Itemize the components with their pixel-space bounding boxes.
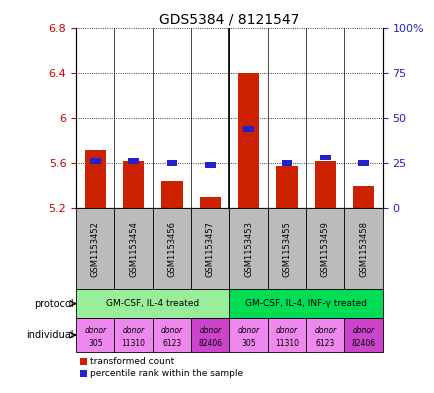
Text: donor: donor	[199, 325, 221, 334]
Text: donor: donor	[84, 325, 106, 334]
Text: 11310: 11310	[274, 339, 298, 348]
Text: 11310: 11310	[122, 339, 145, 348]
Bar	[276, 167, 297, 208]
Text: percentile rank within the sample: percentile rank within the sample	[90, 369, 243, 378]
Bar	[237, 73, 259, 208]
Text: donor: donor	[161, 325, 183, 334]
Text: GSM1153459: GSM1153459	[320, 220, 329, 277]
Text: GSM1153453: GSM1153453	[243, 220, 253, 277]
Text: 6123: 6123	[315, 339, 334, 348]
Bar	[199, 197, 220, 208]
Text: GSM1153454: GSM1153454	[129, 220, 138, 277]
Bar	[204, 162, 215, 168]
Text: 305: 305	[88, 339, 102, 348]
Text: GSM1153456: GSM1153456	[167, 220, 176, 277]
Bar	[123, 161, 144, 208]
Bar	[319, 155, 330, 160]
Text: 82406: 82406	[198, 339, 222, 348]
Text: GM-CSF, IL-4 treated: GM-CSF, IL-4 treated	[106, 299, 199, 308]
Text: GM-CSF, IL-4, INF-γ treated: GM-CSF, IL-4, INF-γ treated	[245, 299, 366, 308]
Text: transformed count: transformed count	[90, 357, 174, 366]
Text: 6123: 6123	[162, 339, 181, 348]
Bar	[352, 185, 373, 208]
Title: GDS5384 / 8121547: GDS5384 / 8121547	[159, 12, 299, 26]
Text: GSM1153457: GSM1153457	[205, 220, 214, 277]
Text: donor: donor	[122, 325, 145, 334]
Bar	[243, 126, 253, 132]
Text: GSM1153452: GSM1153452	[91, 220, 99, 277]
Text: donor: donor	[313, 325, 335, 334]
Bar	[90, 158, 100, 164]
Text: protocol: protocol	[34, 299, 74, 309]
Text: 82406: 82406	[351, 339, 375, 348]
Text: individual: individual	[26, 330, 74, 340]
Text: donor: donor	[237, 325, 259, 334]
Text: donor: donor	[275, 325, 297, 334]
Text: GSM1153458: GSM1153458	[358, 220, 367, 277]
Bar	[128, 158, 139, 164]
Bar	[281, 160, 292, 166]
Bar	[314, 161, 335, 208]
Bar	[161, 181, 182, 208]
Bar	[85, 150, 105, 208]
Bar	[166, 160, 177, 166]
Text: 305: 305	[241, 339, 255, 348]
Text: donor: donor	[352, 325, 374, 334]
Bar	[358, 160, 368, 166]
Text: GSM1153455: GSM1153455	[282, 220, 291, 277]
